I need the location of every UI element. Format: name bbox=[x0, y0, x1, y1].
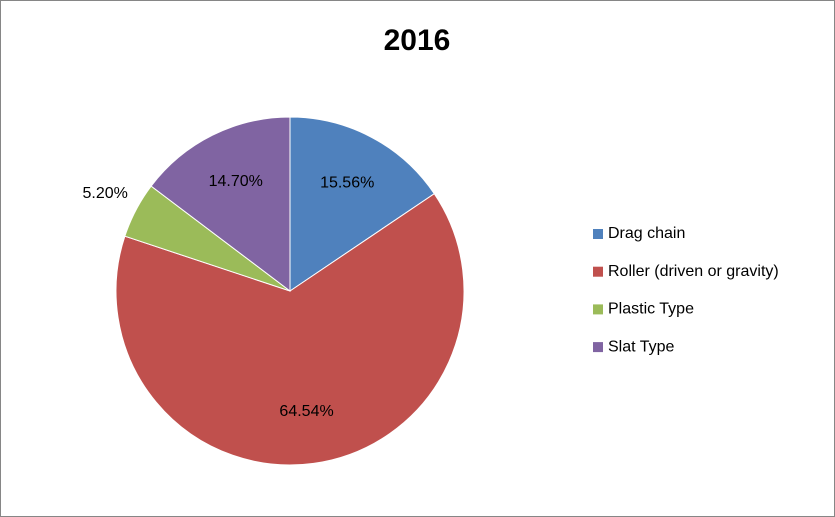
legend-swatch bbox=[593, 342, 603, 353]
pie-slice bbox=[150, 116, 291, 293]
data-label: 15.56% bbox=[320, 175, 374, 192]
data-label: 14.70% bbox=[209, 173, 263, 190]
data-label: 5.20% bbox=[82, 185, 127, 202]
chart-title: 2016 bbox=[384, 24, 451, 57]
pie-slice bbox=[289, 116, 435, 292]
legend-swatch bbox=[593, 229, 603, 239]
legend-label: Slat Type bbox=[608, 338, 675, 355]
legend-swatch bbox=[593, 266, 603, 277]
legend-swatch bbox=[593, 304, 603, 315]
pie-slice bbox=[115, 193, 465, 466]
legend-label: Roller (driven or gravity) bbox=[608, 263, 779, 280]
legend-label: Drag chain bbox=[608, 225, 685, 242]
data-label: 64.54% bbox=[279, 403, 333, 420]
legend-label: Plastic Type bbox=[608, 301, 694, 318]
